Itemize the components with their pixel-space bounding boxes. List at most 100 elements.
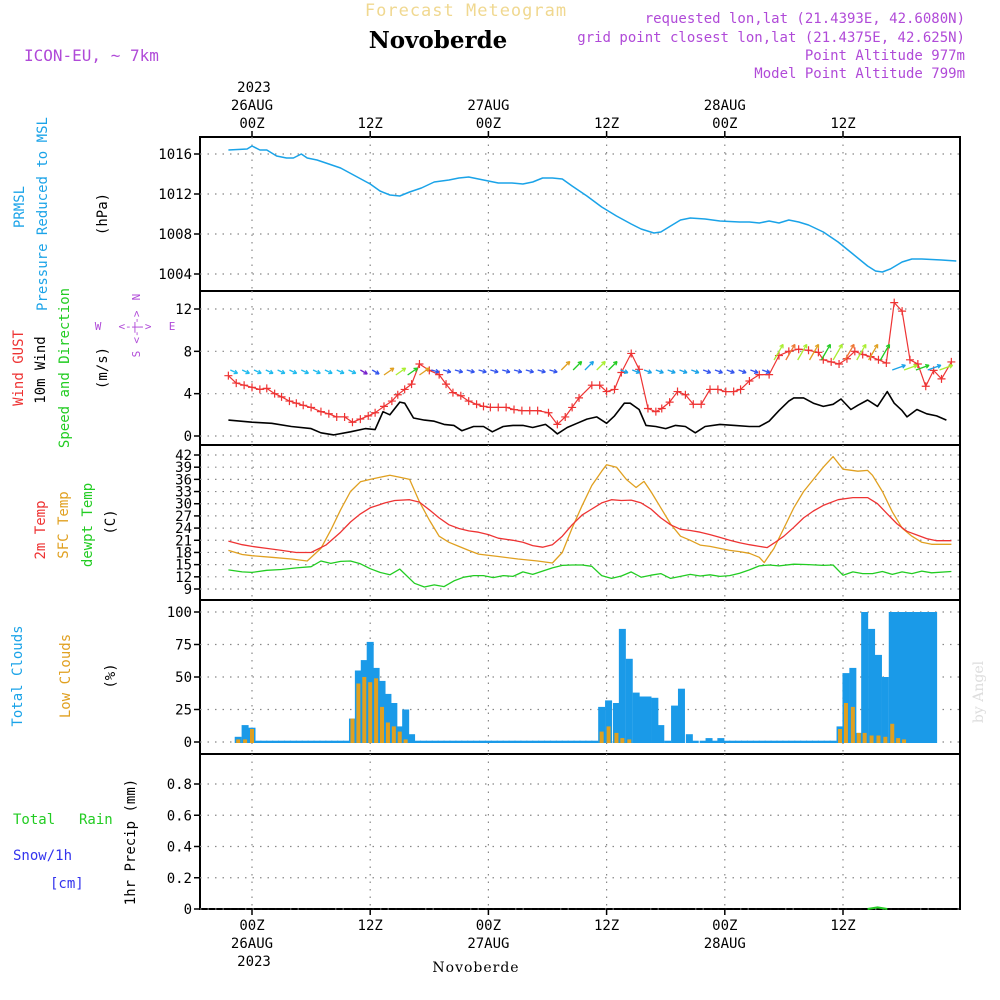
total-cloud-bar: [241, 725, 249, 743]
wind-barb: [773, 344, 784, 361]
total-cloud-bar: [671, 705, 679, 743]
total-cloud-bar: [788, 740, 796, 743]
gust-marker: [533, 406, 542, 415]
top-time-label: 00Z: [239, 116, 264, 132]
total-cloud-bar: [817, 740, 825, 743]
total-cloud-bar: [301, 740, 309, 743]
prmsl-desc-label: Pressure Reduced to MSL: [35, 117, 51, 311]
total-cloud-bar: [705, 738, 713, 743]
y-tick-label: 21: [175, 533, 192, 549]
y-tick-label: 42: [175, 448, 192, 464]
wind-barb-head: [589, 360, 595, 366]
total-cloud-bar: [874, 654, 882, 743]
gust-marker: [324, 409, 333, 418]
total-cloud-bar: [918, 612, 926, 743]
total-cloud-bar: [625, 658, 633, 743]
total-cloud-bar: [912, 612, 920, 743]
wind-barb-head: [885, 343, 891, 349]
low-cloud-bar: [236, 739, 241, 743]
total-cloud-bar: [579, 740, 587, 743]
total-cloud-bar: [313, 740, 321, 743]
gust-marker: [379, 402, 388, 411]
gust-marker: [292, 399, 301, 408]
total-cloud-bar: [555, 740, 563, 743]
total-cloud-bar: [431, 740, 439, 743]
gust-marker: [890, 298, 899, 307]
precip-labels: Total Rain Snow/1h [cm] 1hr Precip (mm): [13, 779, 139, 905]
y-tick-label: 25: [175, 703, 192, 719]
bottom-time-label: 00Z: [476, 918, 501, 934]
gust-marker: [657, 404, 666, 413]
pressure-labels: PRMSL Pressure Reduced to MSL (hPa): [12, 117, 111, 311]
y-tick-label: 18: [175, 545, 192, 561]
total-cloud-bar: [894, 612, 902, 743]
total-cloud-bar: [508, 740, 516, 743]
total-cloud-bar: [677, 688, 685, 743]
total-cloud-bar: [849, 667, 857, 743]
wind-barb-head: [873, 343, 879, 349]
low-cloud-bar: [243, 739, 248, 743]
wind-barb-head: [446, 368, 452, 374]
total-cloud-bar: [473, 740, 481, 743]
wind-barb-head: [482, 368, 487, 374]
y-tick-label: 1016: [158, 147, 192, 163]
gust-marker: [814, 348, 823, 357]
low-cloud-bar: [850, 706, 855, 743]
y-tick-label: 0: [184, 429, 192, 445]
total-cloud-bar: [496, 740, 504, 743]
wind-barb-head: [316, 369, 321, 375]
total-cloud-bar: [888, 612, 896, 743]
low-cloud-bar: [385, 722, 390, 743]
pressure-line: [228, 145, 957, 273]
y-tick-label: 4: [184, 387, 192, 403]
sfc-temp-label: SFC Temp: [56, 491, 72, 558]
compass-icon: N <-|-> S W <-|-> E: [95, 294, 176, 358]
wind-barb: [560, 361, 571, 371]
wind-barb: [383, 367, 395, 376]
total-cloud-bar: [254, 740, 262, 743]
y-tick-label: 12: [175, 570, 192, 586]
y-tick-label: 0.4: [167, 840, 192, 856]
total-cloud-bar: [478, 740, 486, 743]
y-tick-label: 9: [184, 582, 192, 598]
total-cloud-bar: [514, 740, 522, 743]
temp2m-label: 2m Temp: [33, 500, 49, 559]
model-label: ICON-EU, ~ 7km: [24, 46, 159, 65]
top-date-label: 26AUG: [231, 98, 273, 114]
gust-marker: [673, 387, 682, 396]
total-cloud-bar: [390, 703, 398, 743]
gust-marker: [371, 408, 380, 417]
gust-marker: [643, 404, 652, 413]
low-cloud-bar: [890, 723, 895, 743]
total-cloud-bar: [868, 628, 876, 743]
gust-marker: [494, 403, 503, 412]
wind-barb: [832, 344, 843, 361]
panel-frames: [199, 136, 961, 910]
compass-s: S: [130, 351, 143, 358]
total-cloud-bar: [425, 740, 433, 743]
total-cloud-bar: [384, 693, 392, 743]
total-cloud-bar: [343, 740, 351, 743]
gust-marker: [248, 383, 256, 392]
y-tick-labels: 1016101210081004128404239363330272421181…: [158, 147, 192, 918]
low-cloud-bar: [856, 732, 861, 743]
total-cloud-bar: [325, 740, 333, 743]
wind-barb-head: [671, 369, 676, 374]
wind-barb-head: [541, 368, 546, 374]
rain-label: Rain: [79, 812, 113, 828]
gust-marker: [277, 392, 286, 401]
gust-marker: [340, 412, 349, 421]
gust-marker: [882, 358, 891, 367]
total-cloud-bar: [591, 740, 599, 743]
wind-unit: (m/s): [95, 347, 111, 389]
total-cloud-bar: [289, 740, 297, 743]
wind-barb: [608, 361, 618, 371]
wind-barb-head: [742, 369, 747, 374]
total-cloud-bar: [657, 725, 665, 743]
wind-barb-head: [682, 369, 688, 374]
gust-marker: [464, 397, 473, 406]
low-cloud-bar: [876, 735, 881, 743]
credit-label: by Angel: [971, 660, 987, 723]
wind-barb-head: [269, 369, 274, 375]
wind-barb-head: [413, 367, 419, 372]
